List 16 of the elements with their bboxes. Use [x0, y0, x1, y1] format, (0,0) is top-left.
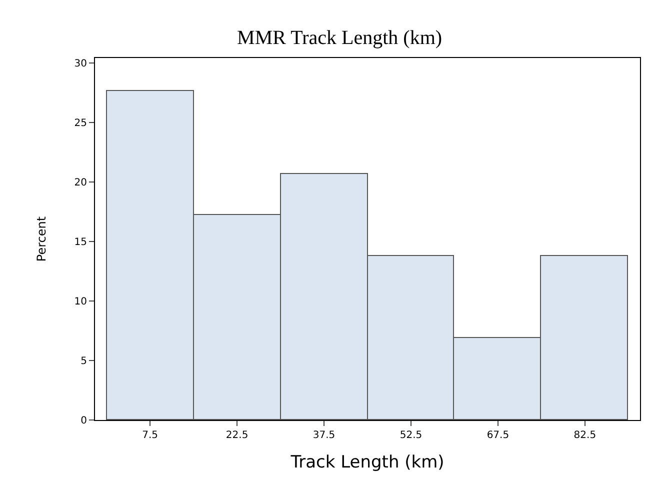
- x-tick-label: 82.5: [574, 430, 596, 441]
- x-tick-label: 67.5: [486, 430, 510, 441]
- y-tick-label: 20: [74, 177, 87, 188]
- y-axis-title: Percent: [34, 216, 49, 262]
- x-tick-label: 37.5: [312, 430, 336, 441]
- chart-title: MMR Track Length (km): [237, 27, 442, 49]
- x-axis-title: Track Length (km): [290, 452, 444, 472]
- x-tick-label: 7.5: [142, 430, 158, 441]
- y-tick-label: 0: [80, 416, 87, 426]
- y-tick-label: 15: [74, 236, 87, 248]
- x-tick-label: 52.5: [400, 430, 422, 441]
- y-tick-label: 30: [74, 58, 87, 70]
- x-tick-label: 22.5: [226, 430, 248, 441]
- y-tick-label: 25: [74, 118, 87, 129]
- y-tick-label: 5: [80, 356, 87, 367]
- y-tick-label: 10: [74, 296, 87, 308]
